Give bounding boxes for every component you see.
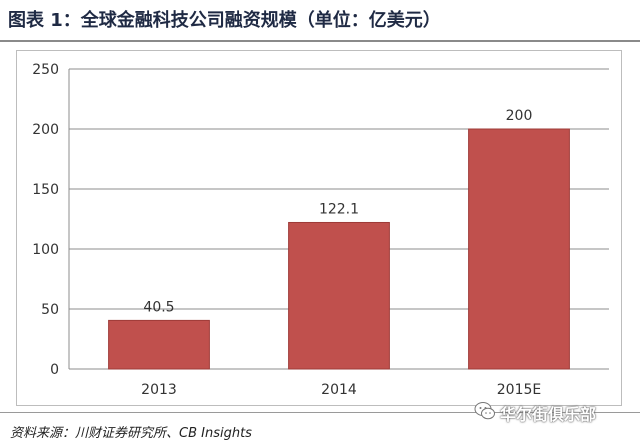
x-tick-label: 2014 xyxy=(321,382,357,398)
axes: 0 50 100 150 200 250 2013 2014 2015E xyxy=(32,62,609,398)
data-label-2013: 40.5 xyxy=(143,299,174,315)
y-tick-label: 200 xyxy=(32,122,59,138)
x-tick-label: 2015E xyxy=(497,382,541,398)
y-tick-label: 0 xyxy=(50,362,59,378)
bars xyxy=(108,128,570,370)
bar-chart: 0 50 100 150 200 250 2013 2014 2015E 40.5 122.1 20… xyxy=(32,62,609,398)
watermark: 华尔街俱乐部 xyxy=(474,399,634,424)
chart-frame: 0 50 100 150 200 250 2013 2014 2015E 40.5 122.1 20… xyxy=(16,50,622,406)
figure-title: 图表 1：全球金融科技公司融资规模（单位：亿美元） xyxy=(8,10,441,31)
wechat-icon xyxy=(474,402,495,420)
bar-2015E xyxy=(468,128,570,370)
y-tick-label: 50 xyxy=(41,302,59,318)
y-tick-label: 100 xyxy=(32,242,59,258)
watermark-text: 华尔街俱乐部 xyxy=(500,405,597,424)
bar-2013 xyxy=(108,319,210,370)
bottom-divider xyxy=(0,412,640,413)
bar-2014 xyxy=(288,221,390,370)
y-tick-label: 150 xyxy=(32,182,59,198)
source-note: 资料来源：川财证券研究所、CB Insights xyxy=(10,426,252,441)
data-labels: 40.5 122.1 200 xyxy=(143,108,532,315)
figure-header: 图表 1：全球金融科技公司融资规模（单位：亿美元） xyxy=(0,0,640,44)
x-tick-label: 2013 xyxy=(141,382,177,398)
data-label-2014: 122.1 xyxy=(319,201,359,217)
y-tick-label: 250 xyxy=(32,62,59,78)
data-label-2015E: 200 xyxy=(506,108,533,124)
title-divider xyxy=(0,40,640,42)
